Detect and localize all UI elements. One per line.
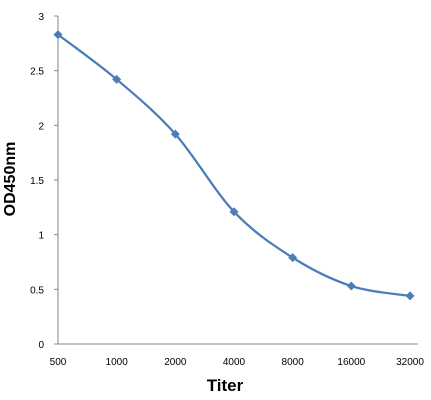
data-point [229,207,239,217]
y-tick-label: 1 [38,231,44,242]
x-tick-label: 32000 [396,357,424,368]
y-tick-label: 0 [38,340,44,351]
x-tick-label: 16000 [337,357,365,368]
y-tick-label: 0.5 [30,285,44,296]
y-tick-label: 1.5 [30,176,44,187]
x-tick-label: 500 [50,357,67,368]
x-tick-label: 4000 [223,357,246,368]
axes [54,15,418,345]
data-point [53,30,63,40]
series [53,30,415,301]
y-axis-title: OD450nm [2,142,19,217]
x-tick-labels: 500 1000 2000 4000 8000 16000 32000 [50,357,425,368]
x-tick-label: 1000 [106,357,129,368]
series-line [57,33,411,298]
y-tick-label: 2 [38,121,44,132]
y-tick-labels: 0 0.5 1 1.5 2 2.5 3 [30,12,44,351]
data-point [288,253,298,263]
x-tick-label: 8000 [282,357,305,368]
x-tick-label: 2000 [164,357,187,368]
data-point [346,281,356,291]
x-axis-title: Titer [207,376,244,395]
data-point [405,291,415,301]
y-tick-label: 3 [38,12,44,23]
y-tick-label: 2.5 [30,67,44,78]
data-point [170,129,180,139]
data-point [112,74,122,84]
